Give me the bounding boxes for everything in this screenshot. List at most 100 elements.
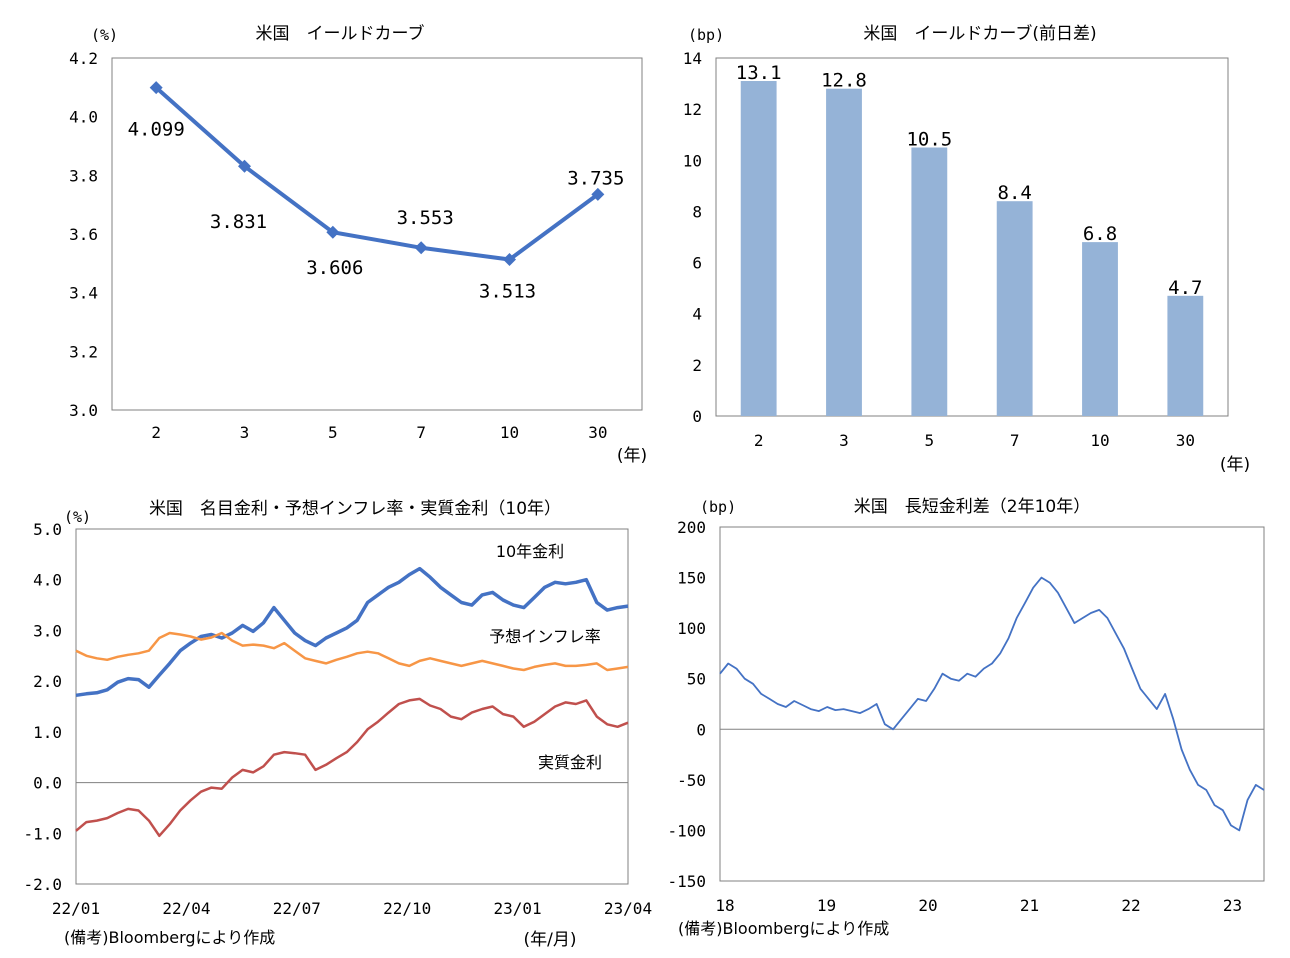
- data-point: [414, 241, 428, 255]
- y-tick-label: 3.0: [33, 621, 62, 640]
- spread-chart: 米国 長短金利差（2年10年） (bp) 200 150 100 50 0 -50 -100…: [667, 497, 1265, 938]
- y-tick-label: 150: [677, 569, 706, 588]
- data-label: 6.8: [1083, 223, 1117, 245]
- data-label: 12.8: [821, 70, 867, 92]
- x-tick-label: 23: [1223, 896, 1242, 915]
- plot-area: [111, 57, 643, 411]
- data-point: [238, 159, 251, 173]
- y-tick-label: -100: [667, 821, 706, 840]
- data-label: 8.4: [998, 182, 1032, 204]
- source-note: (備考)Bloombergにより作成: [678, 919, 889, 938]
- x-tick-label: 3: [839, 431, 849, 450]
- x-tick-label: 10: [1090, 431, 1109, 450]
- bar: [996, 201, 1033, 416]
- x-tick-label: 5: [925, 431, 935, 450]
- y-tick-label: 2: [692, 356, 702, 375]
- y-tick-label: 6: [692, 254, 702, 273]
- y-tick-label: 4.0: [69, 108, 98, 127]
- chart-title: 米国 イールドカーブ: [256, 23, 425, 44]
- legend-breakeven: 予想インフレ率: [489, 627, 601, 646]
- x-tick-label: 19: [817, 896, 836, 915]
- data-label: 3.831: [210, 211, 267, 233]
- y-tick-label: 3.2: [69, 342, 98, 361]
- y-tick-label: 8: [692, 202, 702, 221]
- y-tick-label: 10: [683, 151, 702, 170]
- series-line: [75, 566, 629, 698]
- bar: [826, 88, 862, 416]
- y-tick-label: 50: [687, 670, 706, 689]
- y-tick-label: 2.0: [33, 672, 62, 691]
- y-unit-label: (%): [64, 508, 91, 526]
- x-tick-label: 10: [500, 423, 519, 442]
- plot-area: [719, 526, 1265, 882]
- y-tick-label: 4: [692, 305, 702, 324]
- x-tick-label: 22/07: [273, 899, 321, 918]
- bar: [740, 81, 777, 416]
- y-tick-label: 3.6: [69, 225, 98, 244]
- x-unit-label: (年): [617, 446, 647, 466]
- series-line: [719, 576, 1265, 832]
- plot-area: [715, 57, 1229, 417]
- x-tick-label: 5: [328, 423, 338, 442]
- y-tick-label: 3.4: [69, 284, 98, 303]
- x-unit-label: (年/月): [524, 930, 577, 950]
- data-label: 4.099: [128, 119, 185, 141]
- yield-curve-chart: 米国 イールドカーブ (%) 4.2 4.0 3.8 3.6 3.4 3.2 3.0 2 3 5…: [69, 23, 647, 466]
- y-tick-label: 3.8: [69, 166, 98, 185]
- real-rate-chart: 米国 名目金利・予想インフレ率・実質金利（10年） (%) 5.0 4.0 3.0 2…: [23, 499, 652, 950]
- y-tick-label: -1.0: [23, 824, 62, 843]
- series-line: [75, 631, 629, 672]
- chart-title: 米国 イールドカーブ(前日差): [863, 23, 1096, 44]
- y-unit-label: (bp): [700, 498, 736, 516]
- y-tick-label: 0: [696, 720, 706, 739]
- x-tick-label: 7: [416, 423, 426, 442]
- y-tick-label: 200: [677, 518, 706, 537]
- x-tick-label: 2: [151, 423, 161, 442]
- y-tick-label: -2.0: [23, 875, 62, 894]
- y-tick-label: 14: [683, 49, 702, 68]
- x-unit-label: (年): [1220, 455, 1250, 475]
- x-tick-label: 18: [715, 896, 734, 915]
- x-tick-label: 30: [588, 423, 607, 442]
- data-label: 13.1: [736, 62, 782, 84]
- series-line: [75, 697, 629, 838]
- x-tick-label: 21: [1020, 896, 1039, 915]
- y-tick-label: 4.2: [69, 49, 98, 68]
- x-tick-label: 2: [754, 431, 764, 450]
- y-tick-label: 0: [692, 407, 702, 426]
- series-line: [154, 86, 600, 262]
- bar: [1082, 242, 1118, 416]
- legend-real: 実質金利: [538, 753, 602, 772]
- x-tick-label: 3: [240, 423, 250, 442]
- y-tick-label: 100: [677, 619, 706, 638]
- x-tick-label: 22/04: [162, 899, 210, 918]
- x-tick-label: 22: [1121, 896, 1140, 915]
- x-tick-label: 22/10: [383, 899, 431, 918]
- data-label: 4.7: [1168, 277, 1202, 299]
- x-tick-label: 23/01: [494, 899, 542, 918]
- plot-area: [75, 528, 629, 885]
- data-label: 3.735: [567, 167, 624, 189]
- x-tick-label: 23/04: [604, 899, 652, 918]
- source-note: (備考)Bloombergにより作成: [64, 928, 275, 947]
- data-label: 3.606: [306, 257, 363, 279]
- chart-title: 米国 名目金利・予想インフレ率・実質金利（10年）: [149, 499, 561, 519]
- chart-title: 米国 長短金利差（2年10年）: [854, 497, 1090, 517]
- y-unit-label: (%): [91, 26, 118, 44]
- y-tick-label: 12: [683, 100, 702, 119]
- y-tick-label: 1.0: [33, 723, 62, 742]
- x-tick-label: 20: [918, 896, 937, 915]
- x-tick-label: 22/01: [52, 899, 100, 918]
- data-point: [591, 187, 605, 201]
- y-unit-label: (bp): [688, 26, 724, 44]
- y-tick-label: -150: [667, 872, 706, 891]
- bar: [911, 147, 948, 416]
- yield-curve-change-chart: 米国 イールドカーブ(前日差) (bp) 14 12 10 8 6 4 2 0 2 3 5 7 10 3…: [683, 23, 1250, 475]
- y-tick-label: -50: [677, 771, 706, 790]
- bar: [1167, 295, 1204, 416]
- legend-nominal: 10年金利: [496, 542, 564, 561]
- data-label: 3.513: [479, 281, 536, 303]
- y-tick-label: 3.0: [69, 401, 98, 420]
- x-tick-label: 7: [1010, 431, 1020, 450]
